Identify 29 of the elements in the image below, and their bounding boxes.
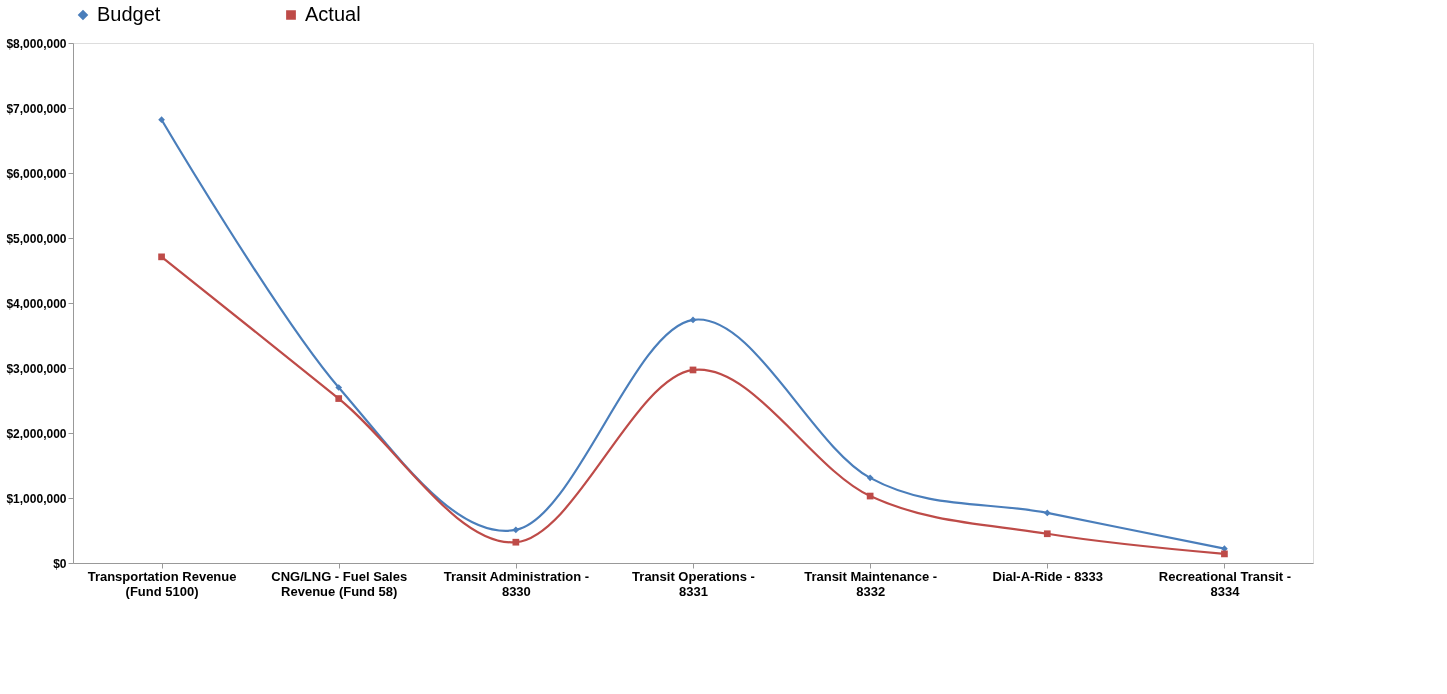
point — [512, 538, 520, 546]
point — [1043, 530, 1051, 538]
x-tick-label: CNG/LNG - Fuel Sales Revenue (Fund 58) — [271, 568, 408, 599]
legend-label: Actual — [305, 3, 361, 25]
y-tick-label: $7,000,000 — [6, 101, 67, 116]
point — [335, 395, 343, 402]
x-tick-label: Transportation Revenue (Fund 5100) — [87, 568, 237, 599]
y-tick-label: $4,000,000 — [6, 296, 67, 311]
y-tick-label: $5,000,000 — [6, 231, 67, 246]
point — [512, 526, 520, 534]
y-tick-label: $0 — [53, 556, 67, 571]
x-tick-label: Transit Operations - 8331 — [632, 568, 755, 599]
point — [335, 384, 343, 391]
y-tick-label: $6,000,000 — [6, 166, 67, 181]
legend-label: Budget — [97, 3, 161, 25]
x-tick-label: Dial-A-Ride - 8333 — [992, 568, 1104, 584]
y-tick-label: $3,000,000 — [6, 361, 67, 376]
y-tick-label: $8,000,000 — [6, 36, 67, 51]
point — [1221, 550, 1228, 558]
y-tick-label: $2,000,000 — [6, 426, 67, 441]
point — [158, 116, 165, 124]
x-tick-label: Transit Administration - 8330 — [443, 568, 590, 599]
x-tick-label: Recreational Transit - 8334 — [1158, 568, 1292, 599]
point — [158, 253, 165, 261]
point — [689, 316, 697, 324]
point — [1043, 509, 1051, 517]
point — [866, 474, 874, 482]
y-tick-label: $1,000,000 — [6, 491, 67, 506]
x-tick-label: Transit Maintenance - 8332 — [804, 568, 938, 599]
